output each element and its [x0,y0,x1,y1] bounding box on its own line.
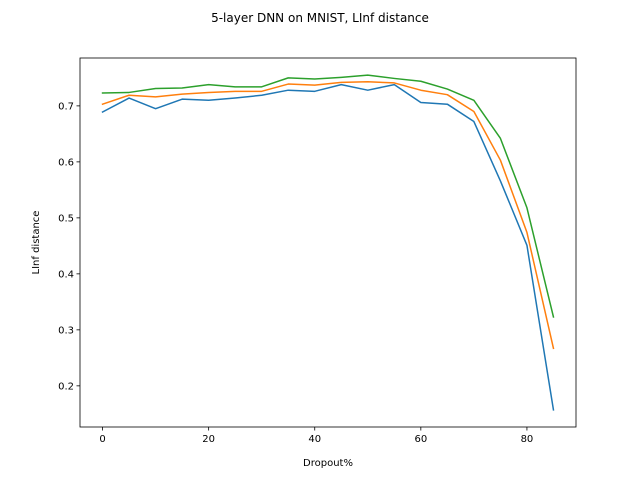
y-tick-label: 0.7 [58,101,74,112]
x-tick-label: 0 [99,434,105,445]
x-tick-label: 40 [308,434,321,445]
series-line-3 [101,74,555,318]
x-tick-label: 80 [521,434,534,445]
y-tick-label: 0.6 [58,157,74,168]
x-axis-ticks: 0 20 40 60 80 [99,427,533,445]
series-line-2 [101,81,555,350]
y-tick-label: 0.5 [58,213,74,224]
x-tick-label: 60 [414,434,427,445]
y-tick-label: 0.4 [58,269,74,280]
x-tick-label: 20 [202,434,215,445]
axes-frame [79,57,577,428]
x-axis-label: Dropout% [303,458,353,469]
series-line-1 [101,83,555,411]
chart-title: 5-layer DNN on MNIST, LInf distance [211,11,429,25]
y-axis-ticks: 0.2 0.3 0.4 0.5 0.6 0.7 [58,101,80,392]
y-tick-label: 0.2 [58,381,74,392]
plot-lines [101,74,555,411]
y-tick-label: 0.3 [58,325,74,336]
y-axis-label: LInf distance [31,211,42,275]
